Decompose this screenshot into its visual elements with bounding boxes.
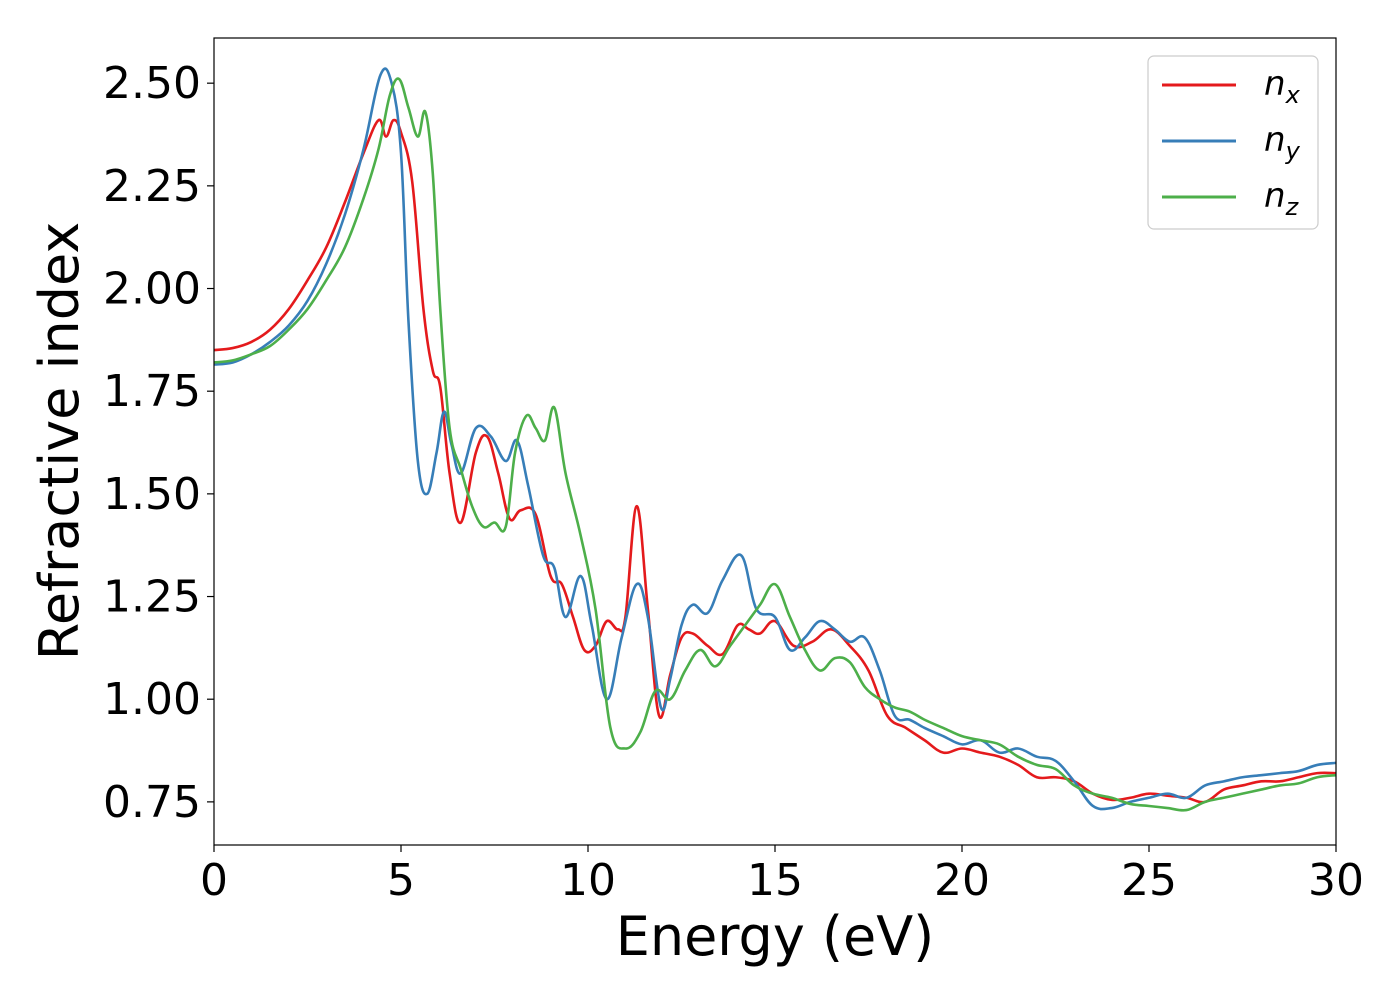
x-tick-label: 30 bbox=[1308, 855, 1364, 906]
x-tick-label: 0 bbox=[200, 855, 228, 906]
y-tick-label: 2.50 bbox=[103, 58, 201, 109]
y-tick-label: 2.00 bbox=[103, 264, 201, 315]
x-tick-label: 10 bbox=[560, 855, 616, 906]
y-tick-label: 1.75 bbox=[103, 366, 201, 417]
x-axis: 0 5 10 15 20 25 30 bbox=[200, 845, 1364, 906]
x-tick-label: 5 bbox=[387, 855, 415, 906]
legend-label-nx: nx bbox=[1264, 64, 1301, 109]
legend: nx ny nz bbox=[1147, 55, 1319, 230]
y-tick-label: 2.25 bbox=[103, 161, 201, 212]
legend-label-ny: ny bbox=[1264, 120, 1301, 165]
x-tick-label: 25 bbox=[1121, 855, 1177, 906]
y-tick-label: 1.25 bbox=[103, 572, 201, 623]
y-tick-label: 1.00 bbox=[103, 674, 201, 725]
x-tick-label: 20 bbox=[934, 855, 990, 906]
series-layer bbox=[214, 67, 1336, 812]
series-line-nz bbox=[214, 77, 1336, 812]
x-tick-label: 15 bbox=[747, 855, 803, 906]
y-tick-label: 0.75 bbox=[103, 777, 201, 828]
series-line-ny bbox=[214, 67, 1336, 811]
y-axis: 0.75 1.00 1.25 1.50 1.75 2.00 2.25 2.50 bbox=[103, 58, 214, 828]
y-tick-label: 1.50 bbox=[103, 469, 201, 520]
legend-label-nz: nz bbox=[1264, 176, 1300, 221]
y-axis-title: Refractive index bbox=[28, 222, 91, 661]
x-axis-title: Energy (eV) bbox=[616, 905, 935, 968]
